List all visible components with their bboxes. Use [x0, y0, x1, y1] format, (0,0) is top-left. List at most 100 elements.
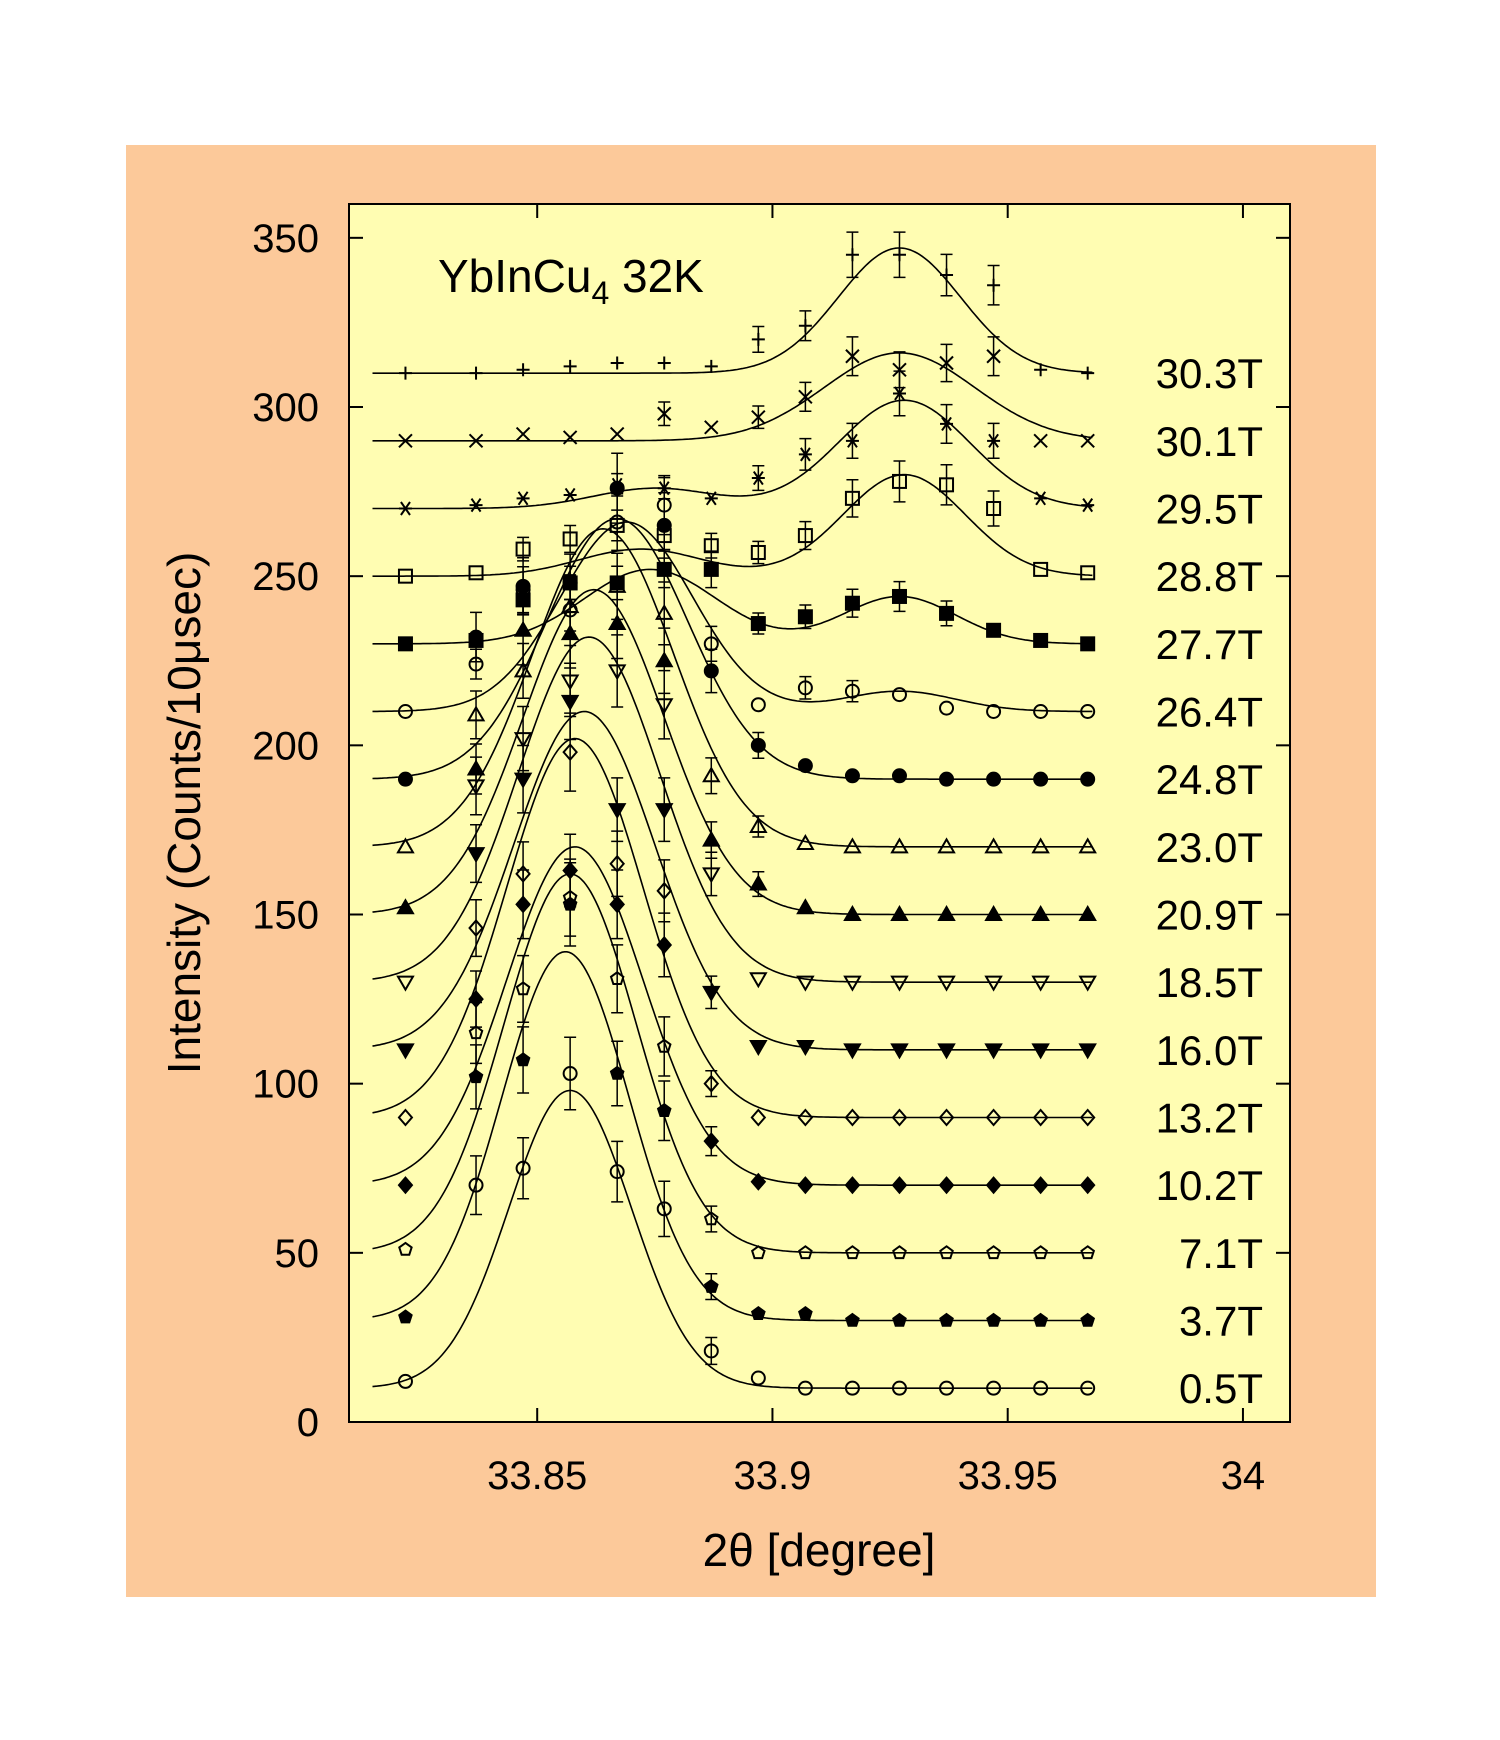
data-point [892, 1312, 907, 1327]
data-point [656, 881, 673, 900]
data-point [986, 622, 1002, 638]
fit-curve [372, 1089, 1093, 1389]
error-bar [517, 954, 530, 1023]
data-point [750, 697, 766, 713]
data-point [798, 1305, 813, 1320]
error-bar [893, 460, 906, 503]
data-point [1033, 704, 1049, 719]
data-point [1031, 975, 1050, 992]
data-point [610, 477, 624, 492]
data-point [751, 332, 765, 346]
x-axis-label: 2θ [degree] [703, 1524, 936, 1576]
data-point [750, 544, 766, 560]
data-point [891, 1108, 908, 1127]
data-point [845, 1312, 860, 1327]
data-point [845, 248, 859, 262]
data-point [750, 1245, 766, 1260]
data-point [1033, 632, 1049, 648]
data-point [396, 898, 415, 915]
data-point [398, 501, 412, 516]
data-point [704, 359, 718, 373]
data-point [798, 389, 813, 405]
data-point [702, 830, 721, 847]
data-point [563, 487, 577, 503]
data-point [397, 1176, 414, 1195]
error-bar [517, 1137, 530, 1200]
data-point [397, 568, 413, 584]
data-point [845, 1245, 860, 1260]
data-point [1080, 1380, 1096, 1396]
data-point [1031, 1043, 1050, 1060]
x-tick-label: 33.85 [487, 1454, 587, 1498]
data-point [398, 433, 413, 449]
data-point [397, 1108, 414, 1127]
data-point [1080, 771, 1096, 787]
data-point [1033, 1245, 1048, 1260]
data-point [609, 517, 625, 533]
chart-title-subscript: 4 [591, 275, 609, 311]
data-point [1080, 1312, 1096, 1327]
series-13-2t: 13.2T [372, 712, 1263, 1142]
data-point [516, 491, 530, 506]
data-point [396, 837, 415, 854]
data-point [891, 687, 907, 703]
y-tick-label: 250 [252, 555, 319, 599]
data-point [844, 683, 860, 699]
data-point [750, 1172, 767, 1191]
fit-curve [372, 521, 1093, 713]
series-27-7t: 27.7T [372, 550, 1263, 668]
data-point [986, 1245, 1001, 1260]
data-point [938, 1108, 955, 1127]
data-point [609, 426, 625, 442]
data-point [892, 248, 906, 262]
chart-axes: 33.85 33.9 33.95 34 0 50 100 150 200 250 300 350 [252, 204, 1290, 1498]
data-point [515, 541, 531, 557]
data-point [939, 1312, 954, 1327]
data-point [796, 975, 815, 992]
data-point [1079, 1176, 1096, 1195]
data-point [562, 602, 578, 618]
data-point [939, 355, 954, 371]
data-point [1080, 433, 1095, 449]
data-point [844, 490, 860, 506]
data-point [940, 416, 954, 431]
series-label: 13.2T [1156, 1095, 1263, 1142]
data-point [986, 771, 1002, 787]
series-label: 16.0T [1156, 1027, 1263, 1074]
data-point [704, 420, 719, 435]
data-point [987, 433, 1001, 448]
error-bar [705, 1336, 718, 1366]
data-point [607, 803, 627, 820]
data-point [656, 1201, 672, 1217]
data-point [609, 971, 625, 986]
series-label: 0.5T [1179, 1365, 1263, 1412]
data-point [985, 1108, 1002, 1127]
series-label: 30.3T [1156, 350, 1263, 397]
data-point [1080, 704, 1096, 719]
data-point [750, 1108, 767, 1127]
error-bar [846, 478, 859, 518]
series-29-5t: 29.5T [372, 370, 1263, 533]
data-point [1078, 1043, 1097, 1060]
data-point [797, 1176, 814, 1195]
data-point [655, 603, 674, 620]
data-point [515, 1160, 531, 1176]
error-bar [611, 944, 624, 1014]
data-point [468, 1177, 484, 1193]
error-bar [564, 1036, 577, 1111]
data-point [563, 359, 577, 373]
y-tick-label: 200 [252, 724, 319, 768]
fit-curve [372, 247, 1093, 374]
data-point [466, 705, 486, 722]
data-point [468, 1025, 484, 1040]
error-bar [517, 536, 530, 562]
error-bar [705, 1205, 718, 1233]
data-point [1032, 1108, 1049, 1127]
fit-curve [372, 951, 1093, 1322]
error-bar [611, 509, 624, 542]
data-point [984, 1043, 1003, 1060]
data-point [797, 1380, 813, 1396]
data-point [516, 363, 530, 377]
data-point [892, 1245, 907, 1260]
